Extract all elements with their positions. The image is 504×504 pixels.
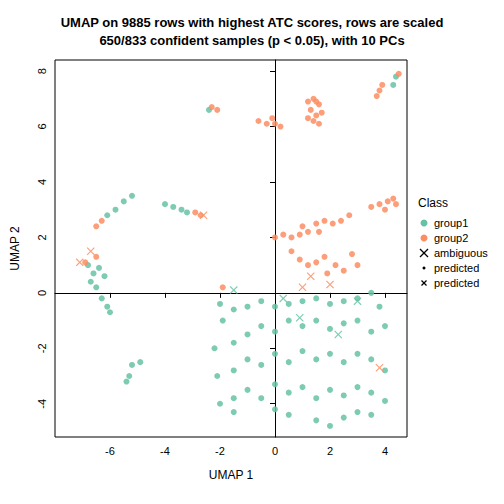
svg-text:group1: group1 <box>434 217 468 229</box>
svg-text:UMAP on 9885 rows with highest: UMAP on 9885 rows with highest ATC score… <box>61 15 444 30</box>
svg-text:-6: -6 <box>105 445 115 457</box>
svg-text:group2: group2 <box>434 232 468 244</box>
svg-text:UMAP 1: UMAP 1 <box>209 468 254 482</box>
svg-text:predicted: predicted <box>434 262 479 274</box>
svg-text:0: 0 <box>36 290 48 296</box>
svg-text:2: 2 <box>36 234 48 240</box>
svg-text:-4: -4 <box>36 399 48 409</box>
svg-text:ambiguous: ambiguous <box>434 247 488 259</box>
svg-text:4: 4 <box>382 445 388 457</box>
svg-text:predicted: predicted <box>434 277 479 289</box>
svg-text:8: 8 <box>36 68 48 74</box>
svg-text:0: 0 <box>272 445 278 457</box>
svg-text:-2: -2 <box>215 445 225 457</box>
svg-text:6: 6 <box>36 123 48 129</box>
svg-text:-4: -4 <box>160 445 170 457</box>
svg-text:UMAP 2: UMAP 2 <box>8 226 22 271</box>
svg-text:-2: -2 <box>36 343 48 353</box>
svg-text:Class: Class <box>418 196 448 210</box>
svg-text:4: 4 <box>36 179 48 185</box>
svg-text:2: 2 <box>327 445 333 457</box>
svg-text:650/833 confident samples (p <: 650/833 confident samples (p < 0.05), wi… <box>99 33 404 48</box>
